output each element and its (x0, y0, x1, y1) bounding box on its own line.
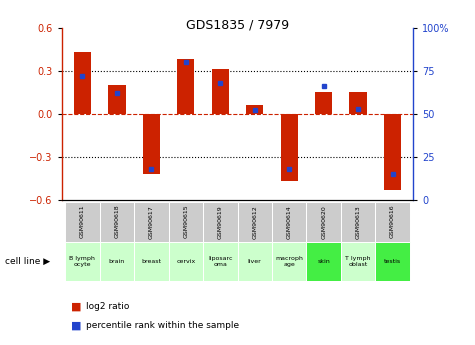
Bar (306, 241, 341, 281)
Text: GSM90612: GSM90612 (252, 205, 257, 238)
Bar (203, 202, 238, 242)
Text: GSM90614: GSM90614 (287, 205, 292, 238)
Text: GSM90617: GSM90617 (149, 205, 154, 238)
Bar (74, 52, 91, 114)
Text: liposarc
oma: liposarc oma (208, 256, 233, 267)
Bar (65, 202, 100, 242)
Text: GSM90618: GSM90618 (114, 205, 119, 238)
Bar (238, 241, 272, 281)
Text: GSM90613: GSM90613 (356, 205, 361, 238)
Text: ■: ■ (71, 302, 82, 312)
Text: GDS1835 / 7979: GDS1835 / 7979 (186, 19, 289, 32)
Bar (134, 202, 169, 242)
Text: breast: breast (142, 259, 162, 264)
Text: liver: liver (248, 259, 262, 264)
Text: GSM90615: GSM90615 (183, 205, 188, 238)
Text: T lymph
oblast: T lymph oblast (345, 256, 371, 267)
Bar (203, 241, 238, 281)
Bar (315, 92, 332, 114)
Bar (238, 202, 272, 242)
Bar (142, 114, 160, 174)
Text: GSM90611: GSM90611 (80, 205, 85, 238)
Bar (272, 202, 306, 242)
Bar (177, 59, 194, 114)
Text: brain: brain (109, 259, 125, 264)
Text: GSM90620: GSM90620 (321, 205, 326, 238)
Bar (108, 85, 125, 114)
Text: skin: skin (317, 259, 330, 264)
Bar (169, 202, 203, 242)
Text: ■: ■ (71, 321, 82, 331)
Bar (281, 114, 298, 181)
Text: macroph
age: macroph age (275, 256, 303, 267)
Text: GSM90619: GSM90619 (218, 205, 223, 238)
Bar (246, 105, 263, 114)
Text: cervix: cervix (176, 259, 195, 264)
Bar (306, 202, 341, 242)
Bar (212, 69, 229, 114)
Text: log2 ratio: log2 ratio (86, 302, 129, 311)
Bar (341, 202, 375, 242)
Bar (384, 114, 401, 190)
Bar (100, 241, 134, 281)
Text: GSM90616: GSM90616 (390, 205, 395, 238)
Text: percentile rank within the sample: percentile rank within the sample (86, 321, 238, 330)
Bar (350, 92, 367, 114)
Bar (169, 241, 203, 281)
Bar (65, 241, 100, 281)
Bar (375, 241, 410, 281)
Bar (375, 202, 410, 242)
Bar (100, 202, 134, 242)
Text: cell line ▶: cell line ▶ (5, 257, 50, 266)
Text: B lymph
ocyte: B lymph ocyte (69, 256, 95, 267)
Bar (272, 241, 306, 281)
Bar (341, 241, 375, 281)
Text: testis: testis (384, 259, 401, 264)
Bar (134, 241, 169, 281)
